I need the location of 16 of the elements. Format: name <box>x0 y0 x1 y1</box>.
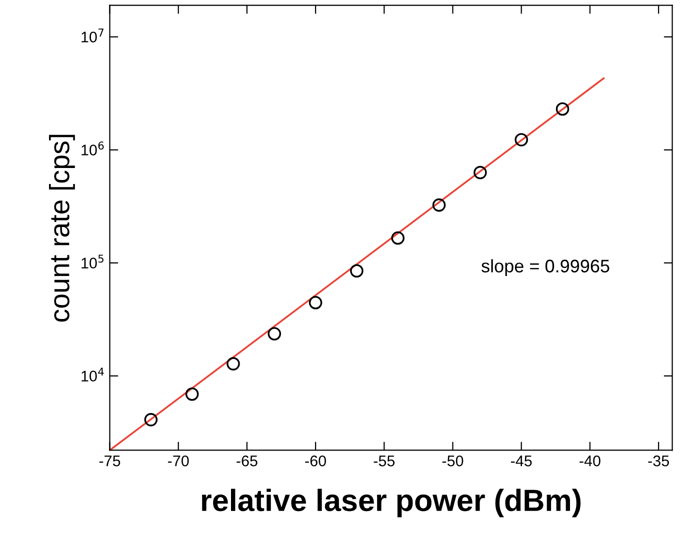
x-tick-label: -65 <box>236 456 258 466</box>
x-tick-label: -45 <box>511 456 532 466</box>
x-tick-label: -75 <box>99 456 120 466</box>
x-tick-label: -50 <box>442 456 464 466</box>
x-tick-label: -70 <box>168 456 189 466</box>
x-tick-label: -55 <box>374 456 395 466</box>
y-tick-label: 10$^{5}$ <box>82 254 104 268</box>
x-axis-title: relative laser power (dBm) <box>202 488 581 518</box>
y-axis-title: count rate [cps] <box>49 134 75 322</box>
x-tick-label: -60 <box>305 456 326 466</box>
x-tick-label: -35 <box>648 456 669 466</box>
annotation: slope = 0.99965 <box>482 259 610 276</box>
x-tick-label: -40 <box>580 456 600 466</box>
y-tick-label: 10$^{4}$ <box>82 368 104 382</box>
y-tick-label: 10$^{6}$ <box>82 142 104 156</box>
y-tick-label: 10$^{7}$ <box>82 28 104 42</box>
